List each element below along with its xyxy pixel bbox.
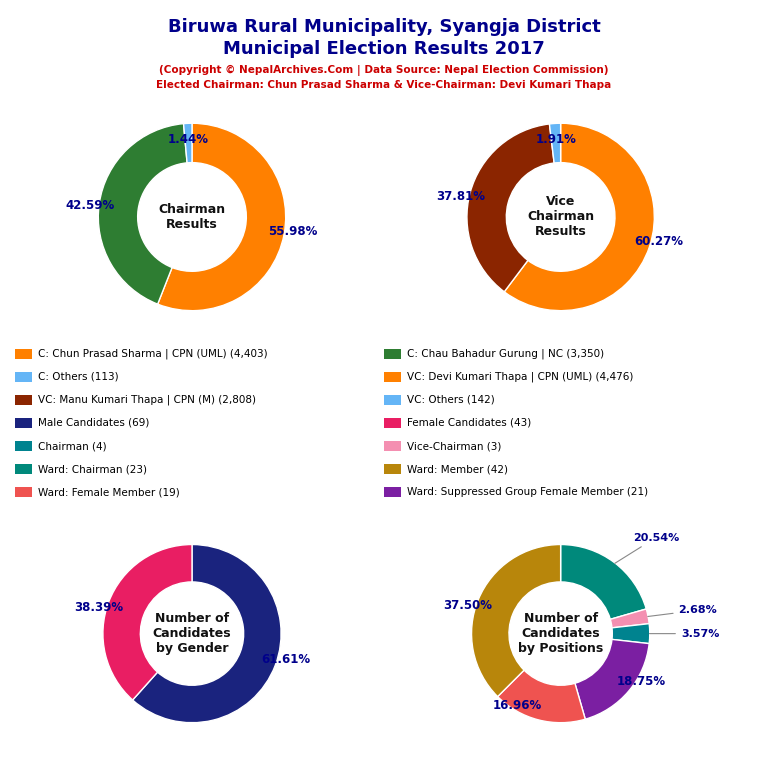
Text: VC: Manu Kumari Thapa | CPN (M) (2,808): VC: Manu Kumari Thapa | CPN (M) (2,808) bbox=[38, 395, 256, 406]
Text: 1.44%: 1.44% bbox=[168, 133, 209, 146]
Text: 20.54%: 20.54% bbox=[614, 532, 679, 564]
Text: 1.91%: 1.91% bbox=[535, 133, 577, 146]
Wedge shape bbox=[575, 640, 649, 719]
Text: 37.81%: 37.81% bbox=[436, 190, 485, 204]
Text: 61.61%: 61.61% bbox=[261, 654, 310, 667]
Bar bbox=[15, 487, 31, 498]
Text: VC: Devi Kumari Thapa | CPN (UML) (4,476): VC: Devi Kumari Thapa | CPN (UML) (4,476… bbox=[406, 372, 633, 382]
Bar bbox=[384, 418, 401, 429]
Text: 18.75%: 18.75% bbox=[617, 675, 667, 688]
Text: Number of
Candidates
by Positions: Number of Candidates by Positions bbox=[518, 612, 604, 655]
Text: Ward: Member (42): Ward: Member (42) bbox=[406, 464, 508, 474]
Text: Vice
Chairman
Results: Vice Chairman Results bbox=[527, 196, 594, 238]
Bar bbox=[384, 395, 401, 406]
Bar bbox=[384, 441, 401, 452]
Wedge shape bbox=[472, 545, 561, 697]
Wedge shape bbox=[498, 670, 585, 723]
Text: Elected Chairman: Chun Prasad Sharma & Vice-Chairman: Devi Kumari Thapa: Elected Chairman: Chun Prasad Sharma & V… bbox=[157, 80, 611, 90]
Bar bbox=[15, 464, 31, 475]
Text: 60.27%: 60.27% bbox=[634, 235, 684, 248]
Text: Ward: Suppressed Group Female Member (21): Ward: Suppressed Group Female Member (21… bbox=[406, 487, 647, 497]
Wedge shape bbox=[133, 545, 281, 723]
Bar bbox=[384, 349, 401, 359]
Bar bbox=[384, 372, 401, 382]
Wedge shape bbox=[98, 124, 187, 304]
Text: Ward: Female Member (19): Ward: Female Member (19) bbox=[38, 487, 180, 497]
Text: Biruwa Rural Municipality, Syangja District: Biruwa Rural Municipality, Syangja Distr… bbox=[167, 18, 601, 35]
Text: VC: Others (142): VC: Others (142) bbox=[406, 395, 495, 405]
Text: Municipal Election Results 2017: Municipal Election Results 2017 bbox=[223, 40, 545, 58]
Wedge shape bbox=[103, 545, 192, 700]
Text: Male Candidates (69): Male Candidates (69) bbox=[38, 418, 149, 428]
Text: Vice-Chairman (3): Vice-Chairman (3) bbox=[406, 441, 501, 451]
Bar bbox=[15, 395, 31, 406]
Text: 55.98%: 55.98% bbox=[268, 225, 318, 238]
Bar bbox=[384, 464, 401, 475]
Text: 16.96%: 16.96% bbox=[493, 699, 542, 712]
Text: Chairman
Results: Chairman Results bbox=[158, 203, 226, 231]
Text: 42.59%: 42.59% bbox=[66, 200, 115, 213]
Text: Female Candidates (43): Female Candidates (43) bbox=[406, 418, 531, 428]
Text: (Copyright © NepalArchives.Com | Data Source: Nepal Election Commission): (Copyright © NepalArchives.Com | Data So… bbox=[159, 65, 609, 75]
Bar bbox=[15, 349, 31, 359]
Text: Ward: Chairman (23): Ward: Chairman (23) bbox=[38, 464, 147, 474]
Wedge shape bbox=[157, 124, 286, 310]
Text: Number of
Candidates
by Gender: Number of Candidates by Gender bbox=[153, 612, 231, 655]
Text: 2.68%: 2.68% bbox=[647, 605, 717, 617]
Text: 3.57%: 3.57% bbox=[650, 629, 720, 639]
Wedge shape bbox=[467, 124, 554, 292]
Wedge shape bbox=[184, 124, 192, 163]
Wedge shape bbox=[505, 124, 654, 310]
Text: C: Others (113): C: Others (113) bbox=[38, 372, 118, 382]
Text: Chairman (4): Chairman (4) bbox=[38, 441, 107, 451]
Text: C: Chun Prasad Sharma | CPN (UML) (4,403): C: Chun Prasad Sharma | CPN (UML) (4,403… bbox=[38, 349, 267, 359]
Bar bbox=[15, 418, 31, 429]
Bar bbox=[15, 441, 31, 452]
Bar bbox=[384, 487, 401, 498]
Text: 37.50%: 37.50% bbox=[443, 599, 492, 612]
Wedge shape bbox=[549, 124, 561, 163]
Bar bbox=[15, 372, 31, 382]
Text: C: Chau Bahadur Gurung | NC (3,350): C: Chau Bahadur Gurung | NC (3,350) bbox=[406, 349, 604, 359]
Wedge shape bbox=[612, 624, 650, 644]
Wedge shape bbox=[561, 545, 646, 619]
Text: 38.39%: 38.39% bbox=[74, 601, 123, 614]
Wedge shape bbox=[611, 609, 649, 627]
